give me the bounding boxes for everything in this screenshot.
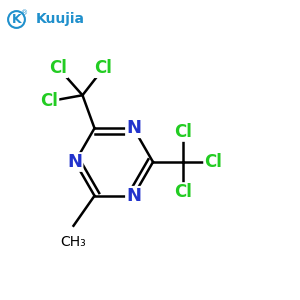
Text: N: N [68, 153, 82, 171]
Text: K: K [12, 13, 21, 26]
Text: Kuujia: Kuujia [36, 13, 85, 26]
Text: CH₃: CH₃ [61, 235, 86, 249]
Text: Cl: Cl [40, 92, 58, 110]
Text: Cl: Cl [204, 153, 222, 171]
Text: Cl: Cl [94, 59, 112, 77]
Text: Cl: Cl [174, 123, 192, 141]
Text: Cl: Cl [174, 183, 192, 201]
Text: Cl: Cl [50, 59, 68, 77]
Text: N: N [126, 187, 141, 205]
Text: ®: ® [21, 11, 28, 16]
Text: N: N [126, 119, 141, 137]
